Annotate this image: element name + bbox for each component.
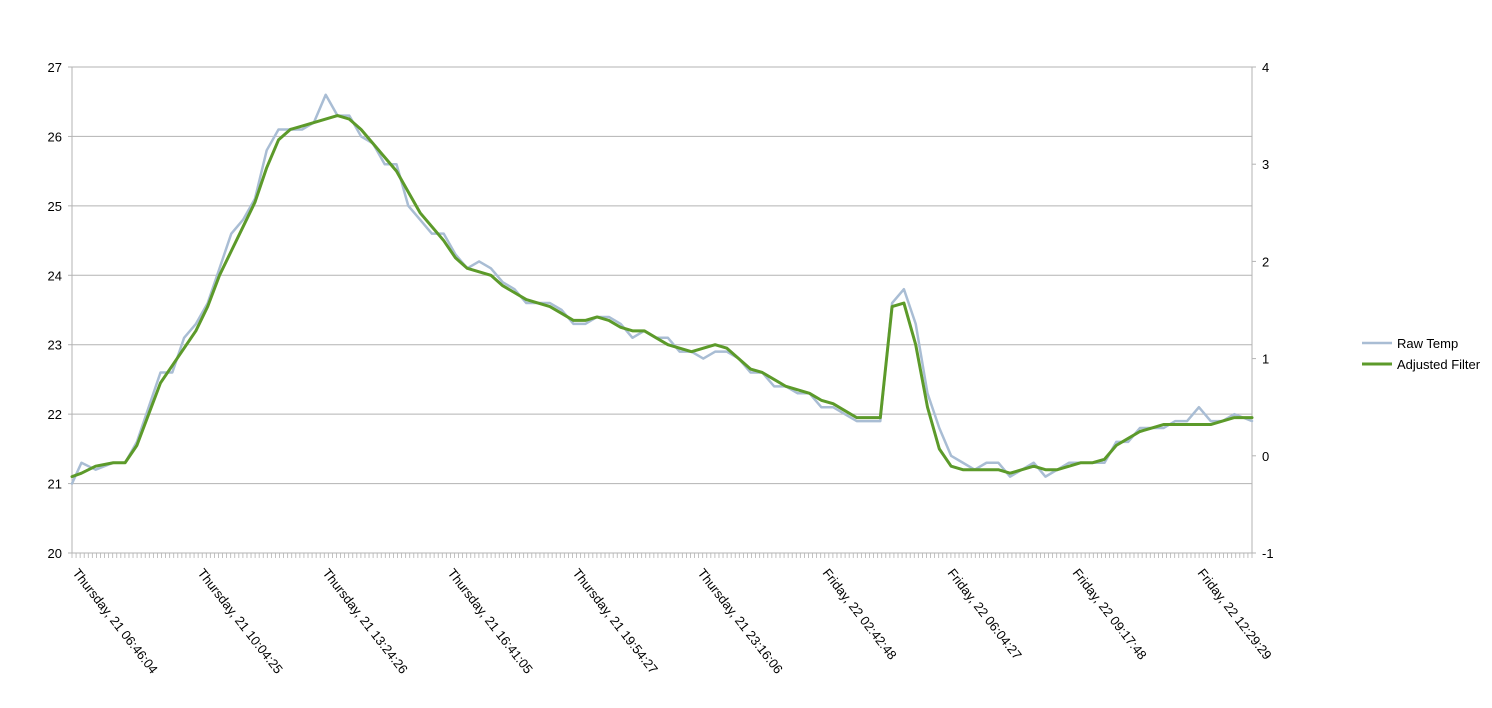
x-tick-label: Thursday, 21 16:41:05: [445, 566, 536, 677]
y-right-tick-label: 1: [1262, 352, 1269, 367]
y-left-tick-label: 24: [48, 268, 62, 283]
legend: Raw Temp Adjusted Filter: [1362, 336, 1481, 372]
x-tick-label: Thursday, 21 23:16:06: [695, 566, 786, 677]
y-left-tick-label: 27: [48, 60, 62, 75]
x-tick-label: Friday, 22 06:04:27: [945, 566, 1025, 663]
y-left-tick-label: 25: [48, 199, 62, 214]
series-line-raw-temp: [70, 93, 1254, 485]
y-left-tick-label: 22: [48, 407, 62, 422]
x-tick-label: Friday, 22 02:42:48: [820, 566, 900, 663]
legend-label: Raw Temp: [1397, 336, 1458, 351]
plot-area: [71, 66, 1253, 554]
y-axis-right: -1 0 1 2 3 4: [1252, 60, 1274, 561]
series-line-adjusted-filter: [70, 114, 1254, 479]
series-group: [70, 93, 1254, 485]
x-tick-label: Friday, 22 09:17:48: [1070, 566, 1150, 663]
y-left-tick-label: 21: [48, 477, 62, 492]
y-axis-left: 20 21 22 23 24 25 26 27: [48, 60, 72, 561]
y-right-tick-label: 2: [1262, 254, 1269, 269]
x-tick-label: Thursday, 21 06:46:04: [70, 566, 161, 677]
legend-label: Adjusted Filter: [1397, 357, 1481, 372]
y-right-tick-label: 4: [1262, 60, 1269, 75]
y-right-tick-label: 0: [1262, 449, 1269, 464]
x-tick-label: Thursday, 21 10:04:25: [195, 566, 286, 677]
x-axis-ticks: [71, 553, 1253, 558]
grid-lines: [72, 66, 1252, 485]
y-left-tick-label: 20: [48, 546, 62, 561]
x-tick-label: Friday, 22 12:29:29: [1195, 566, 1275, 663]
x-axis-labels: Thursday, 21 06:46:04 Thursday, 21 10:04:…: [70, 566, 1275, 677]
y-left-tick-label: 23: [48, 338, 62, 353]
y-left-tick-label: 26: [48, 129, 62, 144]
y-right-tick-label: 3: [1262, 157, 1269, 172]
x-tick-label: Thursday, 21 13:24:26: [320, 566, 411, 677]
x-tick-label: Thursday, 21 19:54:27: [570, 566, 661, 677]
y-right-tick-label: -1: [1262, 546, 1274, 561]
x-tick-marks: [71, 553, 1253, 558]
